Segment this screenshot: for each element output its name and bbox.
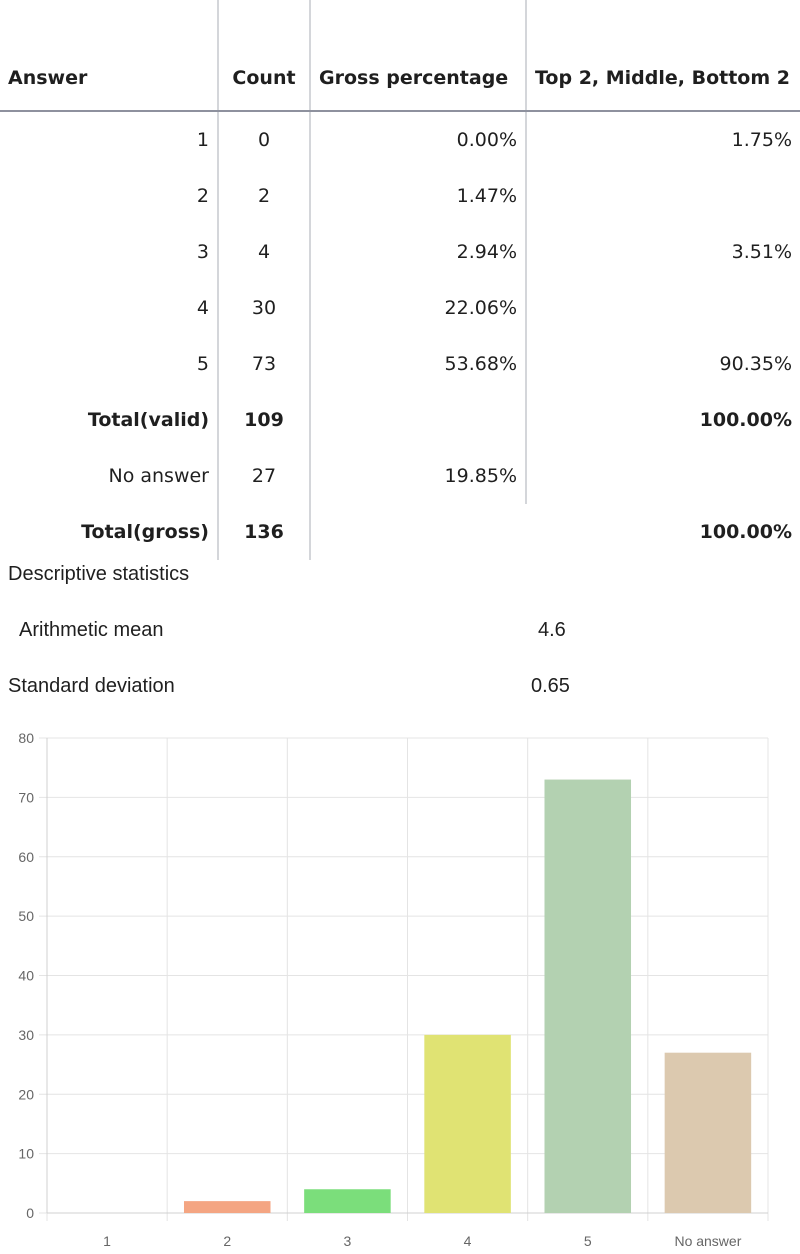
cell-answer: 2 xyxy=(0,168,219,224)
cell-gross: 22.06% xyxy=(310,280,527,336)
cell-answer: Total(valid) xyxy=(0,392,219,448)
cell-gross: 53.68% xyxy=(310,336,527,392)
sd-label: Standard deviation xyxy=(8,675,175,697)
table-row: Total(valid) 109 100.00% xyxy=(0,392,800,448)
x-tick-label: 3 xyxy=(344,1233,352,1249)
cell-gross: 0.00% xyxy=(310,111,527,168)
cell-top: 90.35% xyxy=(719,353,792,375)
results-table: Answer Count Gross percentage Top 2, Mid… xyxy=(0,0,800,560)
cell-gross: 2.94% xyxy=(310,224,527,280)
table-row: No answer 27 19.85% xyxy=(0,448,800,504)
cell-top xyxy=(526,280,800,336)
table-header-row: Answer Count Gross percentage Top 2, Mid… xyxy=(0,0,800,112)
cell-answer: No answer xyxy=(0,448,219,504)
bar xyxy=(304,1189,391,1213)
cell-top: 1.75% xyxy=(731,129,792,151)
bar-chart: 0 10 20 30 40 50 60 70 80 1 2 3 4 5 No answer xyxy=(18,730,769,1249)
y-tick-label: 80 xyxy=(18,730,34,746)
header-gross-percentage: Gross percentage xyxy=(310,0,527,112)
x-tick-label: No answer xyxy=(674,1233,741,1249)
cell-answer: 1 xyxy=(0,111,219,168)
y-tick-label: 20 xyxy=(18,1086,34,1102)
cell-answer: 3 xyxy=(0,224,219,280)
x-tick-label: 1 xyxy=(103,1233,111,1249)
table-row: 3 4 2.94% 3.51% xyxy=(0,224,800,280)
y-tick-label: 70 xyxy=(18,789,34,805)
cell-top xyxy=(526,168,800,224)
y-tick-label: 60 xyxy=(18,849,34,865)
cell-answer: 5 xyxy=(0,336,219,392)
bar xyxy=(183,1201,271,1213)
y-tick-label: 10 xyxy=(18,1146,34,1162)
cell-gross: 19.85% xyxy=(310,448,527,504)
cell-gross xyxy=(310,504,526,560)
y-tick-label: 30 xyxy=(18,1027,34,1043)
sd-value: 0.65 xyxy=(531,675,570,697)
cell-count: 27 xyxy=(218,448,311,504)
cell-top xyxy=(526,448,800,504)
cell-top: 100.00% xyxy=(699,521,792,543)
cell-answer: 4 xyxy=(0,280,219,336)
x-tick-label: 2 xyxy=(223,1233,231,1249)
table-row: Total(gross) 136 100.00% xyxy=(0,504,800,560)
y-tick-label: 40 xyxy=(18,968,34,984)
mean-value: 4.6 xyxy=(538,619,566,641)
cell-count: 30 xyxy=(218,280,311,336)
bar xyxy=(544,779,632,1213)
y-tick-label: 0 xyxy=(26,1205,34,1221)
cell-count: 0 xyxy=(218,111,311,168)
cell-count: 109 xyxy=(218,392,311,448)
cell-count: 136 xyxy=(218,504,311,560)
bar xyxy=(664,1052,752,1213)
cell-count: 73 xyxy=(218,336,311,392)
table-row: 1 0 0.00% 1.75% xyxy=(0,111,800,168)
header-count: Count xyxy=(218,0,311,112)
cell-top: 3.51% xyxy=(731,241,792,263)
cell-answer: Total(gross) xyxy=(0,504,219,560)
cell-gross xyxy=(310,392,527,448)
descriptive-statistics-title: Descriptive statistics xyxy=(8,563,190,585)
cell-count: 4 xyxy=(218,224,311,280)
cell-count: 2 xyxy=(218,168,311,224)
mean-label: Arithmetic mean xyxy=(19,619,164,641)
cell-top: 100.00% xyxy=(699,409,792,431)
table-row: 4 30 22.06% xyxy=(0,280,800,336)
table-row: 2 2 1.47% xyxy=(0,168,800,224)
table-row: 5 73 53.68% 90.35% xyxy=(0,336,800,392)
bar xyxy=(424,1034,511,1213)
header-answer: Answer xyxy=(0,0,219,112)
y-tick-label: 50 xyxy=(18,908,34,924)
x-tick-label: 4 xyxy=(464,1233,472,1249)
cell-gross: 1.47% xyxy=(310,168,527,224)
header-top-middle-bottom: Top 2, Middle, Bottom 2 xyxy=(526,0,800,112)
x-tick-label: 5 xyxy=(584,1233,592,1249)
